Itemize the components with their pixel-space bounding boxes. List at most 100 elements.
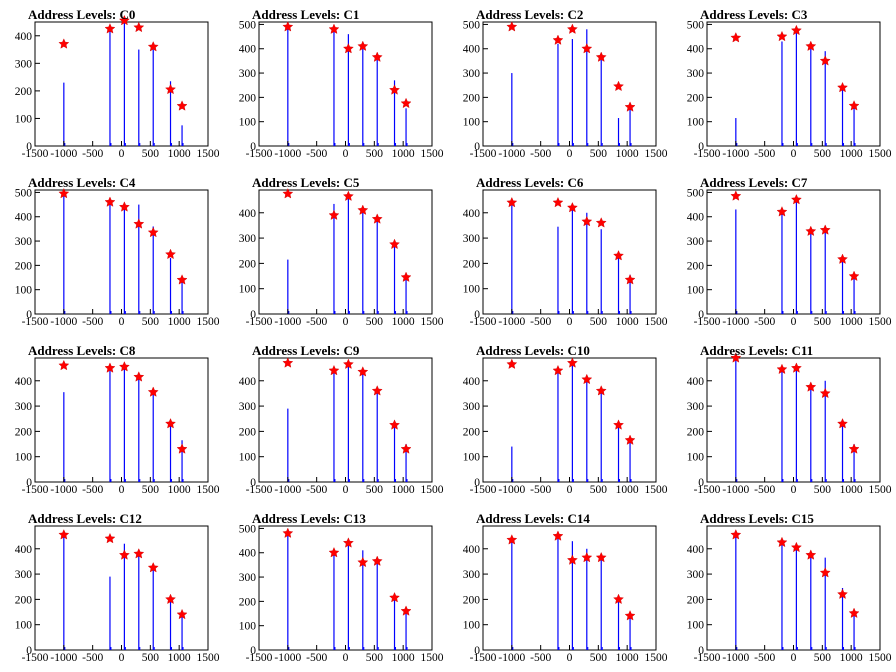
x-tick-label: 1000	[392, 484, 415, 496]
x-tick-label: -1500	[694, 316, 721, 328]
y-tick-label: 200	[15, 594, 33, 606]
chart-title: Address Levels: C3	[700, 7, 808, 22]
x-tick-label: -500	[754, 484, 775, 496]
x-tick-label: -1000	[274, 148, 301, 160]
peak-marker-6	[624, 101, 636, 112]
x-tick-label: 1000	[168, 148, 191, 160]
chart-panel-0: 100 200 300 400 0 -1500 -1000 -500 0 500 1000 1500 A…	[0, 0, 224, 168]
x-tick-label: -1500	[694, 484, 721, 496]
x-tick-label: 500	[366, 316, 384, 328]
x-tick-label: 0	[119, 148, 125, 160]
x-tick-label: -1500	[470, 484, 497, 496]
peak-marker-4	[819, 387, 831, 399]
y-tick-label: 300	[463, 233, 481, 245]
peak-marker-5	[165, 248, 176, 260]
x-tick-label: -1000	[274, 484, 301, 496]
x-tick-label: 1500	[197, 652, 220, 664]
y-tick-label: 100	[463, 117, 481, 129]
chart-panel-4: 100 200 300 400 500 0 -1500 -1000 -500 0 500 1000 15…	[0, 168, 224, 336]
peak-marker-0	[58, 187, 70, 199]
peak-marker-0	[58, 359, 70, 371]
peak-marker-4	[371, 555, 383, 566]
x-tick-label: -1000	[50, 484, 77, 496]
x-tick-label: 0	[119, 316, 125, 328]
x-tick-label: -500	[306, 148, 327, 160]
x-tick-label: 1000	[392, 316, 415, 328]
peak-marker-4	[371, 51, 383, 62]
chart-title: Address Levels: C0	[28, 7, 136, 22]
chart-title: Address Levels: C14	[476, 511, 590, 526]
y-tick-label: 400	[463, 44, 481, 56]
peak-marker-4	[147, 226, 159, 238]
chart-panel-8: 100 200 300 400 0 -1500 -1000 -500 0 500 1000 1500 A…	[0, 336, 224, 504]
x-tick-label: 0	[567, 316, 573, 328]
peak-marker-6	[400, 97, 412, 109]
x-tick-label: -1000	[722, 484, 749, 496]
y-tick-label: 200	[687, 426, 705, 438]
y-tick-label: 400	[239, 376, 257, 388]
x-tick-label: -1500	[694, 652, 721, 664]
y-tick-label: 300	[687, 569, 705, 581]
y-tick-label: 300	[239, 68, 257, 80]
y-tick-label: 0	[474, 645, 480, 657]
y-tick-label: 500	[687, 19, 705, 31]
y-tick-label: 400	[687, 544, 705, 556]
peak-marker-5	[165, 593, 176, 604]
peak-marker-5	[165, 418, 176, 429]
x-tick-label: 1500	[645, 148, 668, 160]
peak-marker-1	[104, 532, 116, 544]
peak-marker-2	[118, 14, 130, 26]
y-tick-label: 0	[250, 645, 256, 657]
y-tick-label: 100	[239, 452, 257, 464]
peak-marker-2	[566, 23, 578, 34]
x-tick-label: 1000	[840, 316, 863, 328]
y-tick-label: 100	[463, 284, 481, 296]
peak-marker-3	[357, 556, 369, 568]
peak-marker-2	[118, 201, 130, 212]
y-tick-label: 0	[698, 645, 704, 657]
chart-panel-11: 100 200 300 400 0 -1500 -1000 -500 0 500 1000 1500 A…	[672, 336, 896, 504]
chart-panel-5: 100 200 300 400 0 -1500 -1000 -500 0 500 1000 1500 A…	[224, 168, 448, 336]
peak-marker-0	[282, 357, 294, 368]
x-tick-label: 1000	[616, 484, 639, 496]
y-tick-label: 500	[687, 187, 705, 199]
peak-marker-1	[776, 206, 788, 217]
peak-marker-5	[837, 81, 848, 93]
x-tick-label: 500	[814, 652, 832, 664]
peak-marker-6	[176, 274, 188, 285]
y-tick-label: 400	[463, 544, 481, 556]
peak-marker-6	[848, 270, 860, 281]
chart-panel-12: 100 200 300 400 0 -1500 -1000 -500 0 500 1000 1500 A…	[0, 504, 224, 672]
peak-marker-5	[613, 80, 624, 92]
y-tick-label: 200	[15, 86, 33, 98]
peak-marker-6	[400, 443, 412, 454]
peak-marker-3	[133, 218, 145, 229]
peak-marker-2	[566, 202, 578, 213]
y-tick-label: 300	[15, 569, 33, 581]
y-tick-label: 400	[687, 44, 705, 56]
x-tick-label: 1000	[616, 652, 639, 664]
y-tick-label: 200	[15, 260, 33, 272]
x-tick-label: 500	[142, 652, 160, 664]
x-tick-label: 500	[366, 484, 384, 496]
x-tick-label: 1500	[421, 148, 444, 160]
peak-marker-4	[371, 385, 383, 396]
x-tick-label: 1000	[392, 148, 415, 160]
x-tick-label: -1000	[50, 148, 77, 160]
x-tick-label: 0	[567, 484, 573, 496]
peak-marker-0	[58, 38, 70, 49]
peak-marker-3	[357, 366, 369, 377]
x-tick-label: -1000	[498, 484, 525, 496]
x-tick-label: 1500	[645, 316, 668, 328]
peak-marker-1	[776, 363, 788, 374]
peak-marker-2	[118, 361, 130, 372]
